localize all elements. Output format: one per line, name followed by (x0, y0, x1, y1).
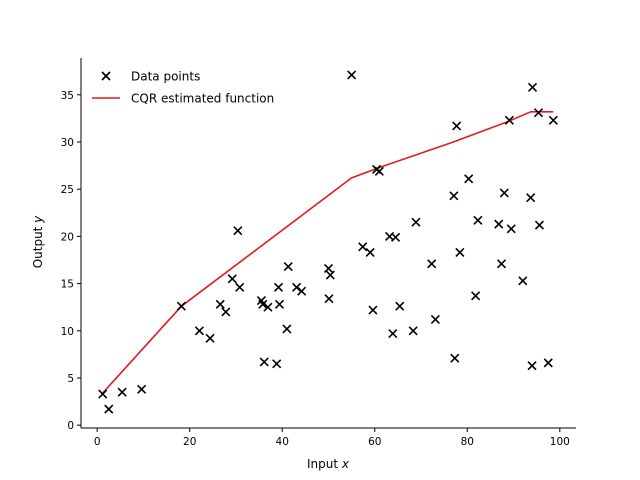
data-point (452, 121, 462, 131)
y-tick-label: 0 (67, 420, 74, 432)
legend: Data points CQR estimated function (92, 70, 274, 106)
cqr-estimated-line (101, 111, 554, 395)
data-point (273, 282, 284, 292)
data-point (215, 299, 225, 309)
y-axis-label-prefix: Output (31, 223, 45, 269)
data-point (471, 291, 481, 301)
y-tick-label: 15 (61, 279, 74, 291)
data-point (282, 324, 292, 334)
data-point (533, 108, 544, 118)
data-point (504, 115, 514, 125)
data-point (283, 262, 293, 272)
data-point (272, 359, 282, 369)
x-axis-label: Input x (307, 457, 350, 471)
x-tick-label: 60 (368, 436, 381, 448)
legend-item-data-points: Data points (101, 70, 200, 84)
data-point (104, 404, 114, 414)
data-point (365, 247, 375, 258)
x-tick-label: 40 (276, 436, 289, 448)
x-tick-label: 20 (183, 436, 196, 448)
data-point (221, 307, 231, 317)
data-point (494, 219, 504, 229)
data-point (117, 387, 127, 397)
data-point (235, 282, 245, 292)
y-tick-label: 35 (61, 90, 74, 102)
data-point (427, 259, 437, 269)
data-point (518, 276, 528, 286)
data-point (259, 357, 269, 367)
legend-marker-x-icon (101, 71, 111, 81)
data-point (292, 282, 302, 292)
data-point (263, 302, 273, 312)
data-point (258, 299, 268, 309)
data-point (358, 242, 368, 252)
legend-item-cqr: CQR estimated function (92, 92, 274, 106)
data-point (137, 384, 147, 394)
data-point (325, 270, 335, 280)
plot-area (98, 70, 558, 414)
data-point (506, 224, 516, 234)
data-point (430, 314, 440, 325)
data-point (548, 115, 558, 125)
data-point (499, 188, 509, 198)
data-point (347, 70, 357, 80)
data-point (450, 353, 460, 363)
data-point (227, 274, 237, 284)
data-point (324, 294, 334, 304)
legend-label-cqr: CQR estimated function (131, 92, 274, 106)
data-point (411, 217, 421, 227)
data-point (194, 326, 204, 336)
y-tick-label: 30 (61, 137, 74, 149)
y-tick-label: 25 (61, 184, 74, 196)
y-tick-label: 20 (61, 231, 74, 243)
data-point (455, 247, 465, 258)
data-point (395, 301, 405, 311)
data-point (233, 226, 243, 236)
data-point (391, 232, 401, 242)
y-tick-label: 5 (67, 373, 74, 385)
data-point (449, 191, 459, 201)
data-point (323, 263, 334, 274)
data-point (205, 333, 215, 343)
data-point (274, 299, 285, 309)
x-axis-label-prefix: Input (307, 457, 342, 471)
data-point (534, 220, 545, 230)
y-axis: 0 5 10 15 20 25 30 35 (61, 58, 82, 432)
data-point (526, 193, 536, 203)
data-point (368, 305, 378, 315)
x-axis-label-variable: x (341, 457, 350, 471)
data-point (374, 166, 384, 176)
x-tick-label: 0 (94, 436, 101, 448)
y-axis-label-variable: y (31, 215, 45, 224)
data-point (527, 82, 538, 92)
data-point (543, 358, 553, 368)
x-axis: 0 20 40 60 80 100 (81, 427, 576, 448)
x-tick-label: 80 (461, 436, 474, 448)
data-point (388, 329, 398, 339)
y-axis-label: Output y (31, 215, 45, 269)
data-point (408, 326, 418, 336)
data-point (473, 215, 483, 225)
data-point (98, 389, 108, 399)
y-tick-label: 10 (61, 326, 74, 338)
data-point (496, 259, 507, 269)
data-point (464, 174, 474, 184)
data-point (176, 301, 186, 311)
data-point (297, 286, 307, 296)
x-tick-label: 100 (550, 436, 570, 448)
legend-label-data-points: Data points (131, 70, 200, 84)
data-point (527, 361, 537, 371)
